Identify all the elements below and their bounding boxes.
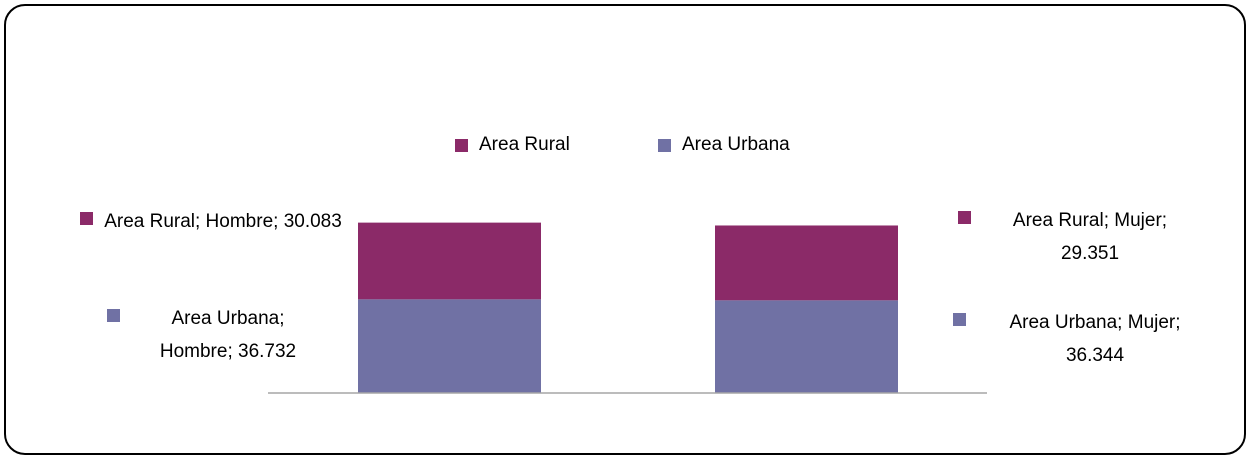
data-label: Area Urbana; Mujer; 36.344 bbox=[1009, 312, 1181, 366]
legend-label: Area Rural bbox=[479, 134, 570, 155]
data-label: Area Urbana; Hombre; 36.732 bbox=[159, 308, 297, 362]
data-label-marker bbox=[953, 313, 966, 326]
data-label: Area Rural; Mujer; 29.351 bbox=[1012, 210, 1168, 264]
bar-segment bbox=[715, 300, 898, 393]
bar-segment bbox=[358, 222, 541, 300]
bar-segment bbox=[358, 299, 541, 393]
frame bbox=[4, 4, 1246, 455]
data-label-marker bbox=[958, 211, 971, 224]
data-label: Area Rural; Hombre; 30.083 bbox=[104, 211, 342, 232]
data-label-marker bbox=[80, 212, 93, 225]
legend-marker bbox=[658, 139, 671, 152]
data-label-marker bbox=[107, 309, 120, 322]
legend-marker bbox=[455, 139, 468, 152]
bar-segment bbox=[715, 225, 898, 301]
legend-label: Area Urbana bbox=[682, 134, 790, 155]
